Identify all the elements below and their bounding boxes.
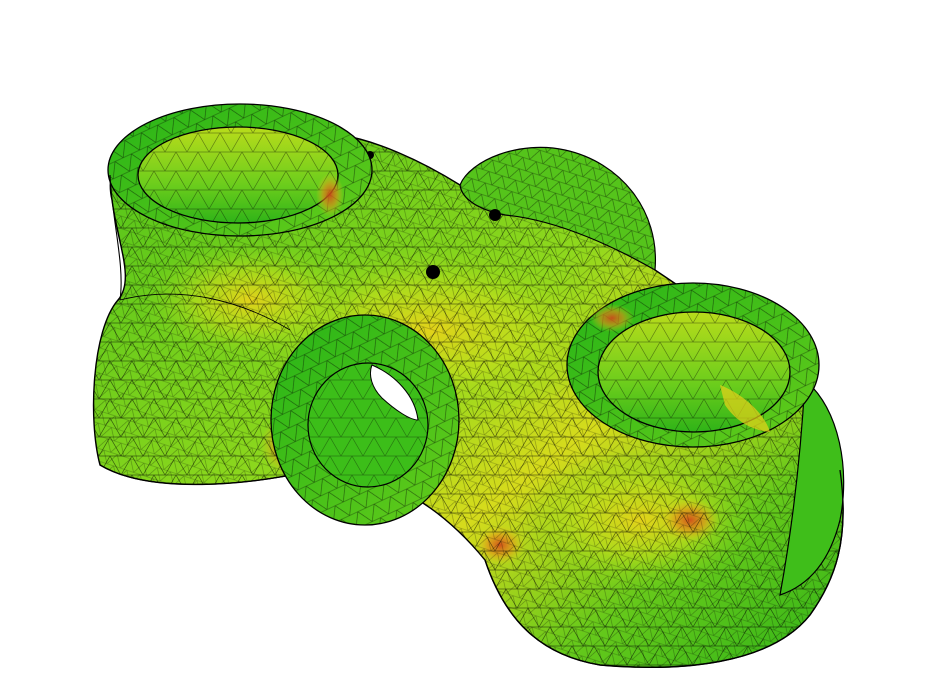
mesh-node-cluster [489, 209, 501, 221]
front-center-boss-with-through-hole [270, 314, 460, 526]
top-left-boss-with-bore [107, 103, 373, 301]
lower-right-contour [484, 469, 844, 668]
through-hole [369, 364, 419, 421]
mesh-node-cluster [426, 265, 440, 279]
rear-lobe [366, 146, 656, 279]
right-boss-with-bore [566, 282, 845, 596]
